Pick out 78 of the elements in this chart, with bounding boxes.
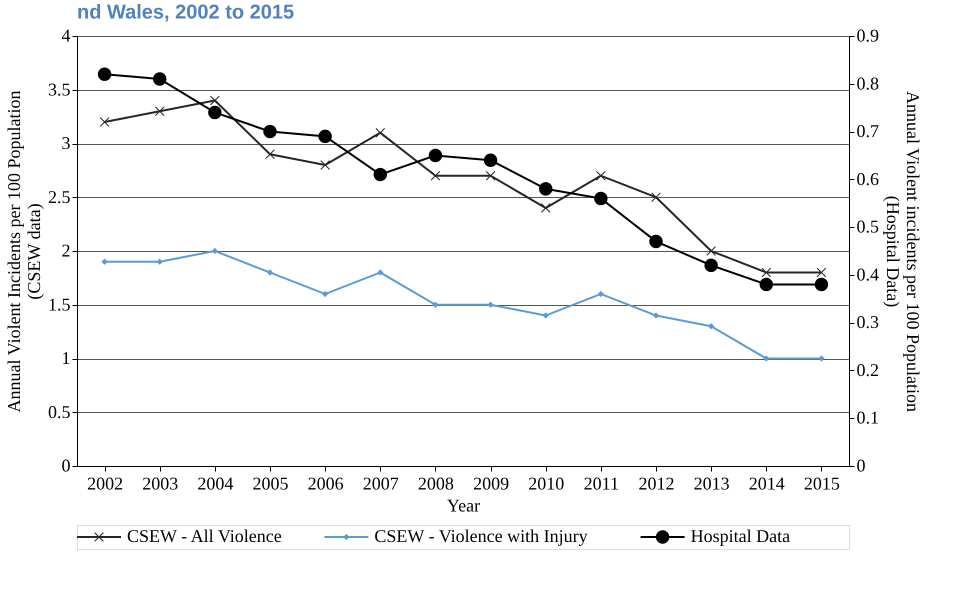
point — [320, 160, 330, 170]
x-tick-label: 2015 — [804, 474, 840, 494]
point — [763, 355, 770, 362]
point — [374, 168, 387, 182]
point — [760, 278, 773, 292]
point — [154, 106, 164, 116]
x-tick-label: 2008 — [418, 474, 454, 494]
point — [153, 72, 166, 86]
point — [539, 182, 552, 196]
y-tick-label: 3 — [62, 133, 70, 153]
y2-axis-title: Annual Violent incidents per 100 Population (Hospital Data) — [883, 90, 923, 412]
legend-label: CSEW - All Violence — [127, 526, 282, 546]
point — [486, 171, 496, 180]
x-tick-label: 2004 — [197, 474, 234, 494]
x-tick-label: 2006 — [308, 474, 344, 494]
y-tick-label: 3.5 — [48, 79, 70, 100]
point — [594, 192, 608, 206]
point — [598, 290, 604, 298]
y-tick-label: 2.5 — [48, 186, 70, 207]
point — [210, 96, 220, 106]
x-tick-label: 2003 — [142, 474, 178, 494]
legend-label: CSEW - Violence with Injury — [374, 526, 588, 546]
y2-tick-label: 0.2 — [856, 360, 879, 380]
point — [652, 312, 660, 319]
point — [266, 269, 274, 276]
point — [428, 148, 442, 162]
y-tick-label: 0.5 — [48, 402, 70, 422]
y2-tick-label: 0.5 — [856, 216, 879, 237]
point — [376, 128, 386, 138]
x-axis-title: Year — [446, 496, 480, 516]
x-tick-label: 2002 — [87, 474, 124, 494]
point — [156, 258, 163, 265]
point — [208, 106, 222, 120]
x-tick-label: 2005 — [252, 474, 288, 494]
x-tick-label: 2012 — [638, 474, 674, 494]
y2-tick-label: 0.8 — [856, 73, 879, 94]
y2-tick-label: 0.1 — [856, 408, 879, 428]
x-tick-label: 2013 — [694, 474, 730, 494]
point — [816, 268, 826, 278]
y2-tick-label: 0.6 — [856, 168, 879, 189]
point — [596, 171, 606, 180]
x-tick-label: 2011 — [584, 474, 620, 494]
chart-title: nd Wales, 2002 to 2015 — [77, 2, 294, 24]
x-tick-label: 2007 — [362, 474, 399, 494]
x-tick-label: 2009 — [473, 474, 510, 494]
y-tick-label: 2 — [62, 240, 70, 260]
point — [542, 312, 549, 319]
point — [263, 124, 277, 138]
point — [318, 130, 332, 144]
y2-tick-label: 0 — [856, 456, 866, 476]
point — [814, 278, 828, 292]
point — [818, 355, 825, 362]
x-tick-label: 2014 — [748, 474, 785, 494]
point — [487, 302, 494, 308]
point — [430, 171, 440, 180]
y-tick-label: 1 — [62, 348, 70, 368]
y-tick-label: 1.5 — [48, 294, 70, 314]
y2-tick-label: 0.7 — [856, 121, 879, 142]
x-tick-label: 2010 — [528, 474, 564, 494]
y2-tick-label: 0.3 — [856, 312, 879, 332]
y-tick-label: 0 — [62, 456, 70, 476]
point — [484, 154, 498, 167]
point — [704, 258, 718, 272]
point — [432, 302, 439, 308]
point — [377, 269, 384, 276]
point — [706, 246, 716, 256]
y-axis-title: Annual Violent Incidents per 100 Population (CSEW data) — [4, 90, 44, 413]
point — [212, 248, 218, 254]
point — [101, 258, 108, 265]
point — [322, 290, 328, 298]
y2-tick-label: 0.4 — [856, 264, 879, 284]
legend-label: Hospital Data — [690, 526, 790, 546]
point — [100, 117, 110, 127]
point — [708, 323, 714, 330]
point — [98, 68, 112, 81]
y-tick-label: 4 — [62, 26, 70, 46]
point — [649, 234, 663, 248]
y2-tick-label: 0.9 — [856, 26, 879, 46]
